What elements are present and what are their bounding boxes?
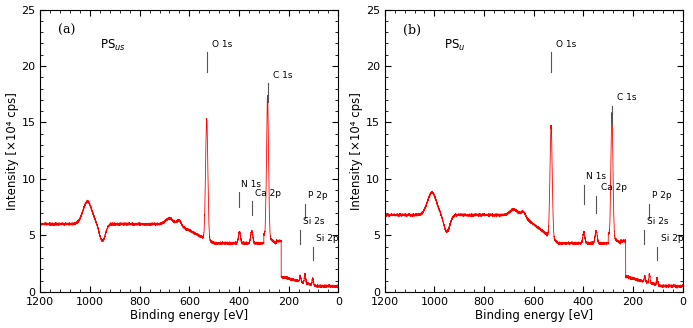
Text: Si 2p: Si 2p [661, 234, 683, 243]
Text: P 2p: P 2p [652, 191, 672, 200]
Text: (a): (a) [58, 24, 76, 37]
X-axis label: Binding energy [eV]: Binding energy [eV] [475, 309, 593, 322]
Text: C 1s: C 1s [272, 71, 292, 80]
Y-axis label: Intensity [×10⁴ cps]: Intensity [×10⁴ cps] [350, 92, 363, 210]
Text: O 1s: O 1s [556, 40, 577, 49]
Text: Si 2p: Si 2p [317, 234, 339, 243]
Text: PS$_{u}$: PS$_{u}$ [444, 38, 466, 53]
Text: Ca 2p: Ca 2p [255, 189, 281, 198]
Text: N 1s: N 1s [241, 180, 261, 189]
Y-axis label: Intensity [×10⁴ cps]: Intensity [×10⁴ cps] [6, 92, 19, 210]
Text: N 1s: N 1s [586, 172, 606, 181]
Text: Ca 2p: Ca 2p [601, 183, 626, 193]
Text: Si 2s: Si 2s [303, 217, 324, 226]
Text: (b): (b) [403, 24, 421, 37]
Text: Si 2s: Si 2s [647, 217, 669, 226]
Text: P 2p: P 2p [308, 191, 328, 200]
Text: PS$_{us}$: PS$_{us}$ [100, 38, 126, 53]
Text: C 1s: C 1s [617, 93, 636, 102]
Text: O 1s: O 1s [211, 40, 232, 49]
X-axis label: Binding energy [eV]: Binding energy [eV] [130, 309, 248, 322]
